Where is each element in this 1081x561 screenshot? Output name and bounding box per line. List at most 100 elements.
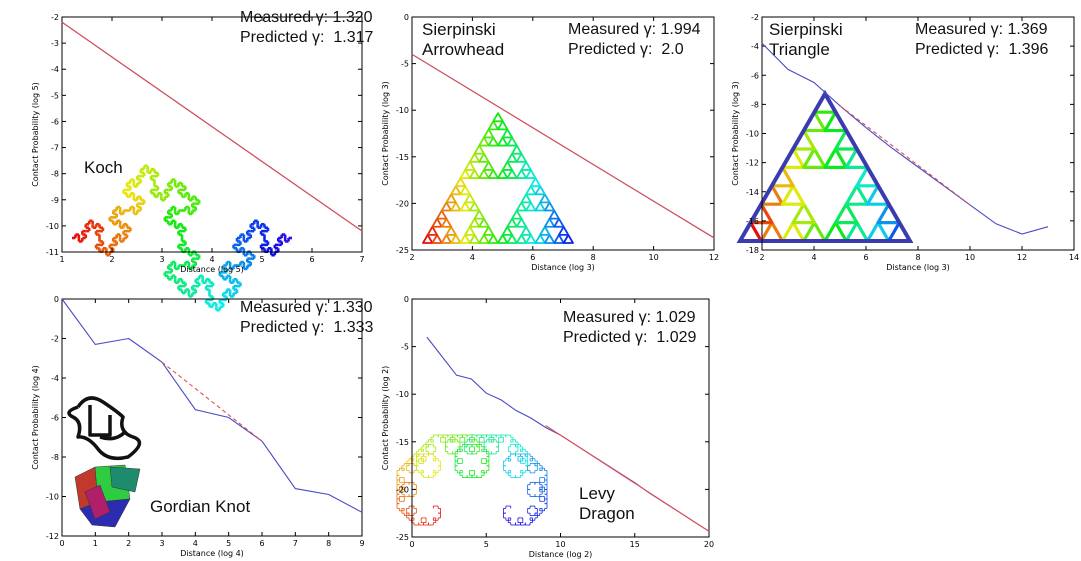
fractal-triangle <box>468 169 481 179</box>
fractal-triangle <box>497 136 509 147</box>
fractal-triangle <box>511 144 523 155</box>
y-tick-label: -16 <box>746 217 759 226</box>
y-tick-label: -8 <box>51 453 59 462</box>
fractal-triangle <box>440 233 453 244</box>
fractal-triangle <box>548 209 560 220</box>
y-tick-label: -20 <box>396 199 409 208</box>
predicted-gamma-gordian: Predicted γ: 1.333 <box>240 319 374 336</box>
x-tick-label: 8 <box>915 253 920 262</box>
fractal-name-gordian: Gordian Knot <box>150 497 251 516</box>
series-line-predicted <box>545 425 710 532</box>
measured-gamma-triangle: Measured γ: 1.369 <box>915 21 1048 38</box>
y-tick-label: -6 <box>51 117 59 126</box>
fractal-name-koch: Koch <box>84 158 123 177</box>
x-tick-label: 10 <box>649 253 659 262</box>
fractal-triangle <box>492 112 504 123</box>
y-tick-label: -10 <box>46 222 59 231</box>
x-tick-label: 12 <box>709 253 719 262</box>
fractal-triangle <box>483 160 495 171</box>
x-tick-label: 8 <box>326 539 331 548</box>
fractal-triangle <box>539 193 551 204</box>
y-axis-label: Contact Probability (log 3) <box>731 81 740 186</box>
chart-gordian: 0 1 2 3 4 5 6 7 8 9 -12 -10 -8 -6 -4 -2 0 Distance (log 4… <box>0 287 374 561</box>
fractal-triangle <box>450 233 462 244</box>
chart-arrowhead-plot: 2 4 6 8 10 12 -25 -20 -15 -10 -5 0 Distance (log 3) C… <box>381 13 719 272</box>
x-tick-label: 6 <box>259 539 264 548</box>
fractal-triangle <box>834 202 859 225</box>
y-tick-label: -8 <box>51 170 59 179</box>
y-tick-label: -15 <box>396 438 409 447</box>
chart-levy-plot: 0 5 10 15 20 -25 -20 -15 -10 -5 0 Distance (log 2) C… <box>381 295 714 559</box>
y-tick-label: -25 <box>396 533 409 542</box>
fractal-triangle <box>780 184 806 206</box>
x-tick-label: 10 <box>555 540 565 549</box>
fractal-triangle <box>450 201 462 212</box>
fractal-triangle <box>520 160 532 171</box>
outer-triangle <box>736 89 914 243</box>
x-tick-label: 5 <box>226 539 231 548</box>
fractal-triangle <box>459 233 471 244</box>
y-tick-label: -10 <box>396 106 409 115</box>
fractal-triangle <box>553 217 565 228</box>
y-tick-label: -10 <box>396 390 409 399</box>
predicted-gamma-levy: Predicted γ: 1.029 <box>563 329 697 346</box>
series-line-predicted <box>161 361 263 442</box>
fractal-name-arrowhead: Sierpinski Arrowhead <box>422 20 505 59</box>
fractal-triangle <box>487 120 499 131</box>
x-tick-label: 4 <box>209 255 214 264</box>
fractal-inset-arrowhead-curve <box>422 112 574 244</box>
y-tick-label: -8 <box>751 100 759 109</box>
fractal-triangle <box>464 160 476 171</box>
fractal-triangle <box>515 169 528 179</box>
y-tick-label: -5 <box>401 343 409 352</box>
x-tick-label: 1 <box>59 255 64 264</box>
block-face <box>84 484 111 520</box>
x-tick-label: 2 <box>759 253 764 262</box>
fractal-triangle <box>511 209 523 220</box>
y-tick-label: -10 <box>746 130 759 139</box>
x-tick-label: 10 <box>965 253 975 262</box>
fractal-name-levy: Levy Dragon <box>579 484 635 523</box>
block-face <box>109 466 141 493</box>
fractal-triangle <box>487 233 499 244</box>
fractal-triangle <box>543 217 556 228</box>
y-axis-label: Contact Probability (log 3) <box>381 81 390 186</box>
fractal-triangle <box>506 152 518 163</box>
fractal-triangle <box>497 233 509 244</box>
measured-gamma-arrowhead: Measured γ: 1.994 <box>568 21 701 38</box>
series-line-measured <box>426 336 710 532</box>
fractal-triangle <box>454 177 467 188</box>
y-tick-label: -7 <box>51 144 59 153</box>
fractal-triangle <box>802 220 827 243</box>
x-tick-label: 0 <box>59 539 64 548</box>
y-tick-label: -10 <box>46 493 59 502</box>
fractal-triangle <box>501 160 513 171</box>
measured-gamma-gordian: Measured γ: 1.330 <box>240 299 373 316</box>
fractal-triangle <box>534 201 546 212</box>
series-line-predicted <box>411 53 715 239</box>
fractal-triangle <box>497 169 509 179</box>
fractal-triangle <box>506 136 518 147</box>
chart-koch-plot: 1 2 3 4 5 6 7 -11 -10 -9 -8 -7 -6 -5 -4 -3 -2 Distance (l… <box>31 13 365 312</box>
fractal-triangle <box>562 233 574 244</box>
y-tick-label: -12 <box>46 532 59 541</box>
fractal-triangle <box>543 201 556 212</box>
y-tick-label: -9 <box>51 196 59 205</box>
fractal-triangle <box>520 225 532 236</box>
fractal-triangle <box>426 225 438 236</box>
y-tick-label: -14 <box>746 188 759 197</box>
x-tick-label: 12 <box>1017 253 1027 262</box>
fractal-triangle <box>501 128 513 139</box>
fractal-triangle <box>478 136 490 147</box>
x-tick-label: 4 <box>811 253 816 262</box>
fractal-triangle <box>525 201 537 212</box>
x-tick-label: 6 <box>309 255 314 264</box>
x-axis-label: Distance (log 3) <box>886 263 950 272</box>
fractal-triangle <box>464 225 476 236</box>
measured-gamma-levy: Measured γ: 1.029 <box>563 309 696 326</box>
fractal-triangle <box>515 233 528 244</box>
fractal-triangle <box>436 209 448 220</box>
fractal-triangle <box>468 201 481 212</box>
fractal-triangle <box>468 233 481 244</box>
fractal-triangle <box>422 233 434 244</box>
